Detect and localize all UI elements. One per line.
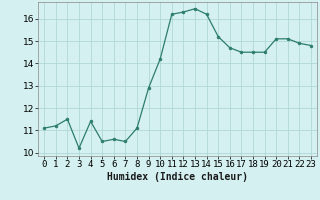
X-axis label: Humidex (Indice chaleur): Humidex (Indice chaleur): [107, 172, 248, 182]
